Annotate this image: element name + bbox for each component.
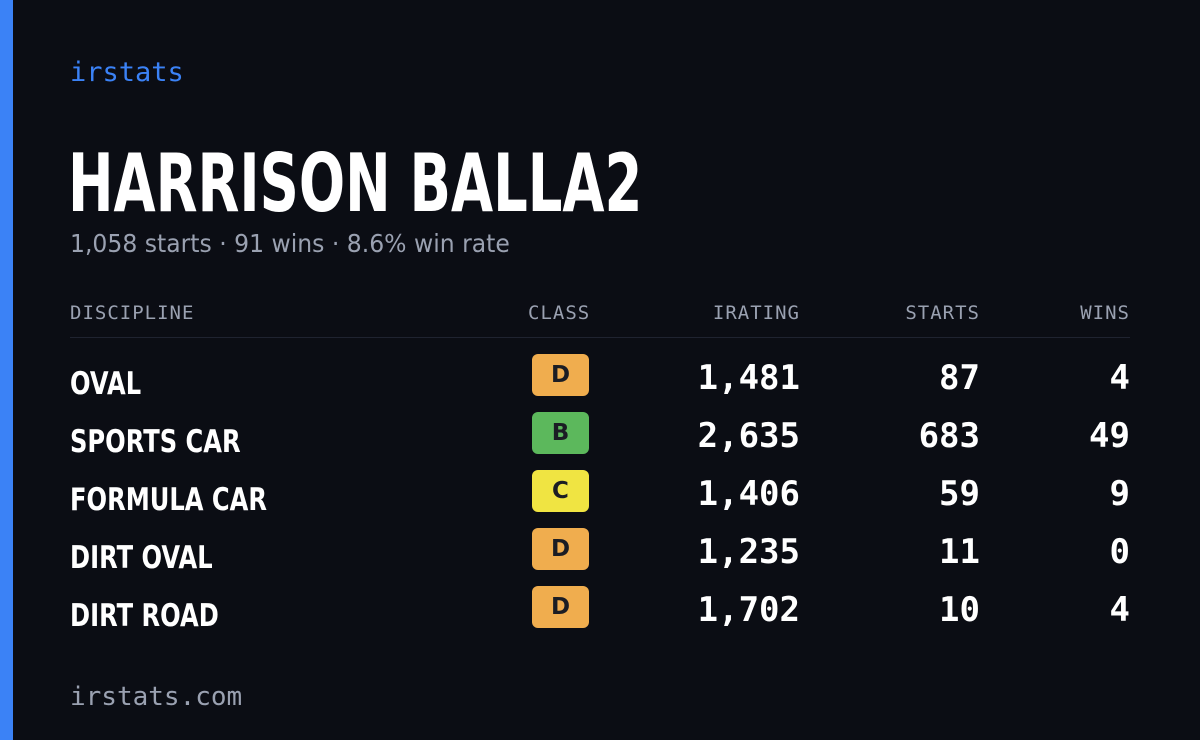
- class-badge: D: [532, 586, 589, 628]
- irating-value: 1,702: [697, 590, 800, 630]
- starts-value: 87: [939, 358, 980, 398]
- player-name: HARRISON BALLA2: [68, 137, 643, 230]
- class-badge: D: [532, 528, 589, 570]
- class-badge: B: [532, 412, 589, 454]
- starts-value: 59: [939, 474, 980, 514]
- table-row: OVAL D 1,481 87 4: [70, 354, 1130, 412]
- column-header-wins: WINS: [1080, 302, 1130, 324]
- irating-value: 1,406: [697, 474, 800, 514]
- table-row: DIRT OVAL D 1,235 11 0: [70, 528, 1130, 586]
- column-header-irating: IRATING: [712, 302, 800, 324]
- discipline-name: SPORTS CAR: [70, 424, 241, 460]
- discipline-name: DIRT OVAL: [70, 540, 213, 576]
- wins-value: 4: [1109, 590, 1130, 630]
- irating-value: 2,635: [697, 416, 800, 456]
- starts-value: 683: [918, 416, 980, 456]
- wins-value: 49: [1089, 416, 1130, 456]
- irating-value: 1,481: [697, 358, 800, 398]
- discipline-name: FORMULA CAR: [70, 482, 268, 518]
- table-row: SPORTS CAR B 2,635 683 49: [70, 412, 1130, 470]
- class-badge: C: [532, 470, 589, 512]
- table-row: FORMULA CAR C 1,406 59 9: [70, 470, 1130, 528]
- discipline-name: DIRT ROAD: [70, 598, 219, 634]
- wins-value: 4: [1109, 358, 1130, 398]
- table-row: DIRT ROAD D 1,702 10 4: [70, 586, 1130, 644]
- header-divider: [70, 337, 1130, 338]
- wins-value: 9: [1109, 474, 1130, 514]
- column-header-starts: STARTS: [905, 302, 980, 324]
- footer-url[interactable]: irstats.com: [70, 682, 243, 712]
- starts-value: 11: [939, 532, 980, 572]
- brand-logo[interactable]: irstats: [70, 57, 184, 88]
- class-badge: D: [532, 354, 589, 396]
- discipline-name: OVAL: [70, 366, 142, 402]
- wins-value: 0: [1109, 532, 1130, 572]
- column-header-class: CLASS: [528, 302, 591, 324]
- player-summary: 1,058 starts · 91 wins · 8.6% win rate: [70, 229, 510, 258]
- irating-value: 1,235: [697, 532, 800, 572]
- accent-bar: [0, 0, 13, 740]
- starts-value: 10: [939, 590, 980, 630]
- column-header-discipline: DISCIPLINE: [70, 302, 195, 324]
